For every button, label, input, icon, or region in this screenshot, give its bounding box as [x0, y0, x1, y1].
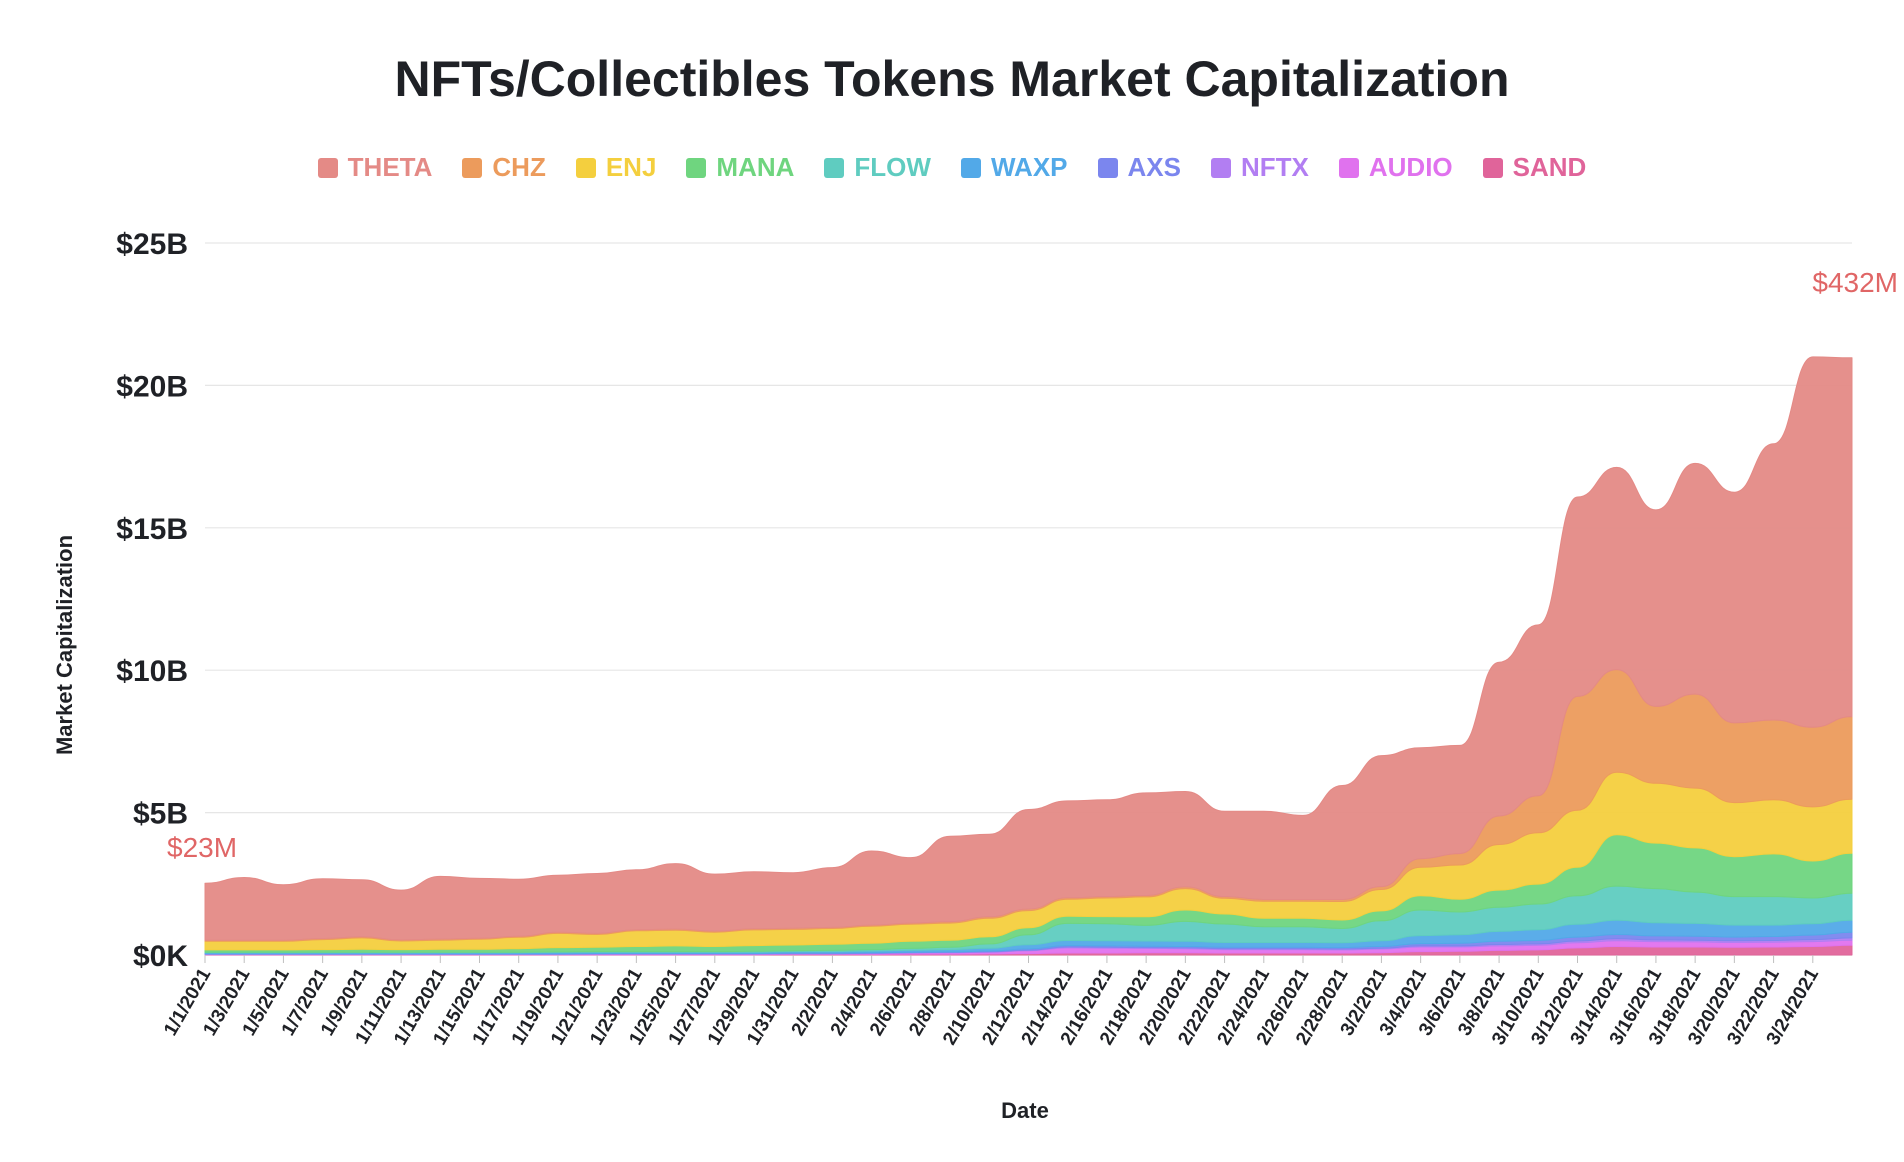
legend-label: ENJ [605, 152, 657, 182]
y-axis: $0K $5B $10B $15B $20B $25B [116, 228, 188, 973]
legend-item-waxp: WAXP [960, 152, 1068, 183]
legend-swatch [317, 157, 338, 178]
legend-swatch [1210, 157, 1231, 178]
legend-label: NFTX [1240, 152, 1309, 182]
y-axis-label: Market Capitalization [52, 535, 77, 755]
x-axis: 1/1/20211/3/20211/5/20211/7/20211/9/2021… [160, 955, 1823, 1049]
stacked-areas [204, 356, 1853, 956]
legend-label: FLOW [854, 152, 931, 182]
legend-label: WAXP [990, 152, 1068, 182]
legend-swatch [824, 157, 845, 178]
legend-label: SAND [1512, 152, 1587, 182]
legend-item-sand: SAND [1482, 152, 1587, 183]
legend-label: THETA [347, 152, 433, 182]
legend-swatch [1482, 157, 1503, 178]
legend-swatch [960, 157, 981, 178]
y-tick-label: $10B [116, 655, 188, 688]
legend: THETA CHZ ENJ MANA FLOW WAXP AXS NFTX AUDIO SAND [0, 152, 1904, 183]
legend-item-mana: MANA [686, 152, 794, 183]
annotation-label: $23M [167, 832, 237, 863]
legend-item-theta: THETA [317, 152, 433, 183]
legend-label: MANA [716, 152, 795, 182]
legend-swatch [1097, 157, 1118, 178]
y-tick-label: $25B [116, 228, 188, 261]
chart-title: NFTs/Collectibles Tokens Market Capitali… [394, 51, 1510, 107]
y-tick-label: $20B [116, 370, 188, 403]
area-theta [204, 356, 1853, 941]
legend-swatch [462, 157, 483, 178]
legend-item-audio: AUDIO [1338, 152, 1453, 183]
legend-label: AUDIO [1368, 152, 1453, 182]
y-tick-label: $0K [133, 940, 188, 973]
legend-item-enj: ENJ [575, 152, 657, 183]
legend-item-chz: CHZ [462, 152, 546, 183]
legend-swatch [686, 157, 707, 178]
y-tick-label: $5B [133, 798, 188, 831]
y-tick-label: $15B [116, 513, 188, 546]
legend-label: AXS [1127, 152, 1181, 182]
legend-label: CHZ [492, 152, 546, 182]
legend-item-flow: FLOW [824, 152, 931, 183]
x-axis-label: Date [1001, 1098, 1049, 1123]
legend-swatch [1338, 157, 1359, 178]
legend-item-nftx: NFTX [1210, 152, 1309, 183]
legend-item-axs: AXS [1097, 152, 1181, 183]
legend-swatch [575, 157, 596, 178]
annotations: $23M $432M [167, 267, 1898, 863]
annotation-label: $432M [1812, 267, 1898, 298]
